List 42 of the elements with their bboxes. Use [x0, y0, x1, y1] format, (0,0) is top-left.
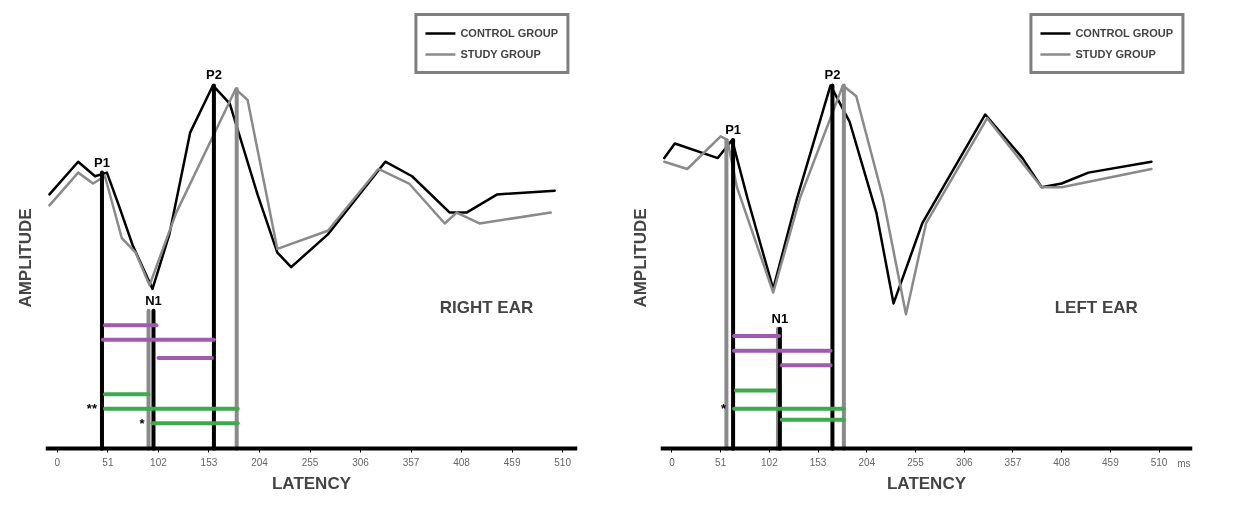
- annotation: *: [139, 415, 146, 431]
- x-axis-title: LATENCY: [886, 473, 967, 493]
- x-tick-label: 102: [761, 456, 779, 468]
- annotation: N1: [145, 292, 162, 308]
- x-tick-label: 510: [1150, 456, 1168, 468]
- legend-label: STUDY GROUP: [1075, 48, 1156, 60]
- x-tick-label: 459: [1102, 456, 1120, 468]
- x-tick-label: 0: [54, 456, 61, 468]
- annotation: P2: [824, 67, 841, 83]
- x-tick-label: 204: [251, 456, 269, 468]
- annotation: **: [86, 401, 98, 417]
- x-axis-title: LATENCY: [271, 473, 352, 493]
- x-tick-label: 357: [402, 456, 420, 468]
- x-tick-label: 255: [301, 456, 319, 468]
- y-axis-title: AMPLITUDE: [15, 208, 35, 308]
- x-tick-label: 102: [150, 456, 168, 468]
- x-tick-label: 255: [907, 456, 925, 468]
- x-tick-label: 51: [715, 456, 727, 468]
- legend-label: CONTROL GROUP: [460, 27, 558, 39]
- legend-label: CONTROL GROUP: [1075, 27, 1173, 39]
- text: LEFT EAR: [1054, 298, 1138, 318]
- x-tick-label: 153: [809, 456, 827, 468]
- legend-label: STUDY GROUP: [460, 48, 541, 60]
- x-tick-label: 408: [453, 456, 471, 468]
- x-tick-label: 204: [858, 456, 876, 468]
- text: RIGHT EAR: [439, 298, 534, 318]
- x-tick-label: 357: [1004, 456, 1022, 468]
- annotation: P1: [94, 154, 110, 170]
- text: ms: [1177, 457, 1191, 469]
- x-tick-label: 306: [955, 456, 974, 468]
- x-tick-label: 51: [102, 456, 114, 468]
- x-tick-label: 306: [352, 456, 370, 468]
- annotation: P1: [725, 121, 742, 137]
- x-tick-label: 0: [669, 456, 676, 468]
- x-tick-label: 510: [554, 456, 572, 468]
- annotation: *: [720, 401, 727, 417]
- y-axis-title: AMPLITUDE: [630, 208, 650, 308]
- x-tick-label: 408: [1053, 456, 1071, 468]
- x-tick-label: 459: [503, 456, 521, 468]
- annotation: P2: [205, 67, 222, 83]
- annotation: N1: [771, 310, 789, 326]
- x-tick-label: 153: [200, 456, 218, 468]
